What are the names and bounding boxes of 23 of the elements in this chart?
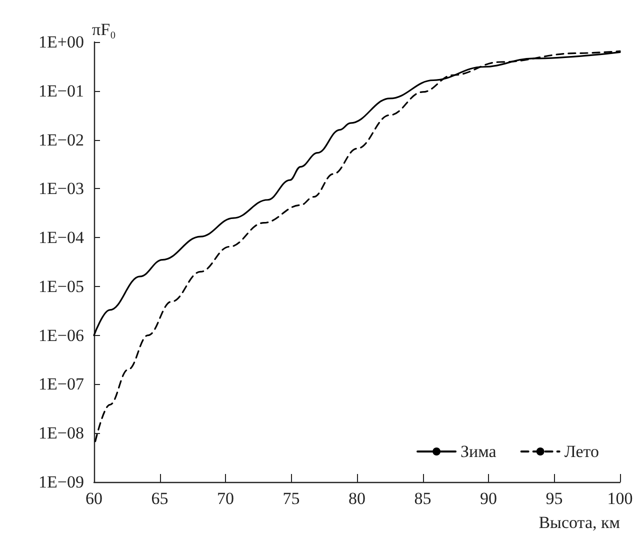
x-tick-label: 60 [86, 489, 102, 508]
x-tick-label: 70 [217, 489, 234, 508]
y-tick-label: 1E−01 [38, 81, 84, 100]
y-tick-label: 1E−09 [38, 472, 84, 492]
y-tick-label: 1E−02 [38, 130, 84, 150]
y-tick-label: 1E−08 [38, 424, 84, 443]
legend-label: Зима [460, 442, 497, 461]
x-tick-label: 90 [480, 489, 497, 508]
x-tick-label: 75 [282, 489, 300, 508]
x-tick-label: 65 [151, 489, 168, 508]
y-tick-label: 1E+00 [38, 32, 84, 52]
y-tick-label: 1E−07 [38, 374, 84, 394]
y-tick-label: 1E−03 [38, 179, 84, 198]
x-axis-title: Высота, км [538, 513, 620, 532]
x-tick-label: 95 [546, 489, 563, 508]
x-tick-label: 100 [607, 489, 633, 508]
y-tick-label: 1E−05 [38, 276, 84, 296]
y-tick-label: 1E−04 [38, 228, 84, 248]
x-tick-label: 80 [348, 489, 366, 508]
y-tick-label: 1E−06 [38, 326, 84, 345]
y-axis-title: πF₀ [92, 20, 116, 39]
x-tick-label: 85 [414, 489, 432, 508]
legend-label: Лето [564, 442, 600, 461]
